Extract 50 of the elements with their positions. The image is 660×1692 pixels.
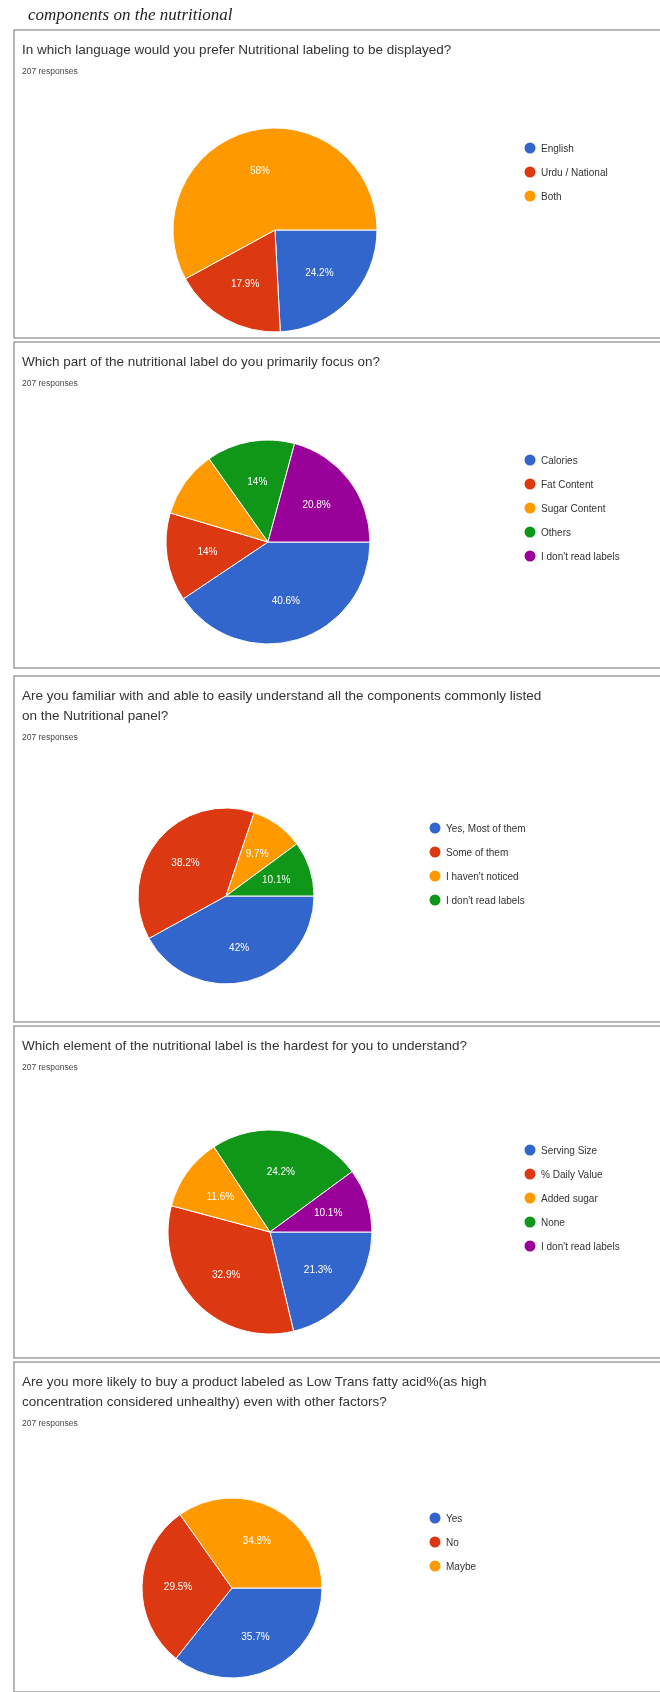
data-label: 58% bbox=[249, 165, 270, 177]
chart-title: In which language would you prefer Nutritional labeling to be displayed? bbox=[22, 42, 452, 57]
chart-title: Which element of the nutritional label is the hardest for you to understand? bbox=[22, 1038, 468, 1053]
legend-label: Maybe bbox=[446, 1560, 477, 1572]
data-label: 32.9% bbox=[211, 1269, 241, 1281]
data-label: 14% bbox=[197, 545, 218, 557]
data-label: 9.7% bbox=[245, 847, 269, 859]
legend-label: I don't read labels bbox=[541, 1240, 620, 1252]
data-label: 24.2% bbox=[266, 1166, 296, 1178]
data-label: 11.6% bbox=[206, 1190, 235, 1202]
data-label: 14% bbox=[247, 476, 268, 488]
chart-title: Are you more likely to buy a product labeled as Low Trans fatty acid%(as high concentration considered unhealthy) even with other factors? bbox=[22, 1374, 487, 1409]
legend-label: I don't read labels bbox=[446, 894, 525, 906]
text: components on the nutritional bbox=[28, 5, 233, 24]
legend-label: Fat Content bbox=[541, 478, 594, 490]
text: 207 responses bbox=[22, 732, 78, 742]
chart-title: Which part of the nutritional label do you primarily focus on? bbox=[22, 354, 380, 369]
text: 207 responses bbox=[22, 1418, 78, 1428]
legend-label: I haven't noticed bbox=[446, 870, 519, 882]
legend-label: Yes, Most of them bbox=[446, 822, 526, 834]
legend-label: None bbox=[541, 1216, 566, 1228]
text: 207 responses bbox=[22, 378, 78, 388]
legend-label: Others bbox=[541, 526, 572, 538]
legend-label: Some of them bbox=[446, 846, 509, 858]
data-label: 29.5% bbox=[163, 1580, 193, 1592]
chart-title: Are you familiar with and able to easily understand all the components commonly listed on the Nutritional panel? bbox=[22, 688, 542, 723]
legend-label: % Daily Value bbox=[541, 1168, 603, 1180]
legend-label: No bbox=[446, 1536, 460, 1548]
legend-label: Calories bbox=[541, 454, 578, 466]
data-label: 40.6% bbox=[271, 595, 301, 607]
legend-label: Sugar Content bbox=[541, 502, 606, 514]
data-label: 17.9% bbox=[230, 277, 260, 289]
data-label: 42% bbox=[229, 941, 250, 953]
legend-label: Added sugar bbox=[541, 1192, 599, 1204]
text: 207 responses bbox=[22, 1062, 78, 1072]
legend-label: English bbox=[541, 142, 574, 154]
legend-label: Urdu / National bbox=[541, 166, 608, 178]
data-label: 20.8% bbox=[302, 499, 331, 511]
data-label: 34.8% bbox=[242, 1534, 272, 1546]
legend-label: Both bbox=[541, 190, 562, 202]
data-label: 10.1% bbox=[261, 874, 291, 886]
legend-label: I don't read labels bbox=[541, 550, 620, 562]
data-label: 10.1% bbox=[313, 1207, 343, 1219]
legend-label: Serving Size bbox=[541, 1144, 598, 1156]
data-label: 35.7% bbox=[241, 1631, 270, 1643]
data-label: 21.3% bbox=[303, 1264, 333, 1276]
data-label: 38.2% bbox=[171, 856, 200, 868]
text: 207 responses bbox=[22, 66, 78, 76]
data-label: 24.2% bbox=[305, 266, 334, 278]
legend-label: Yes bbox=[446, 1512, 463, 1524]
